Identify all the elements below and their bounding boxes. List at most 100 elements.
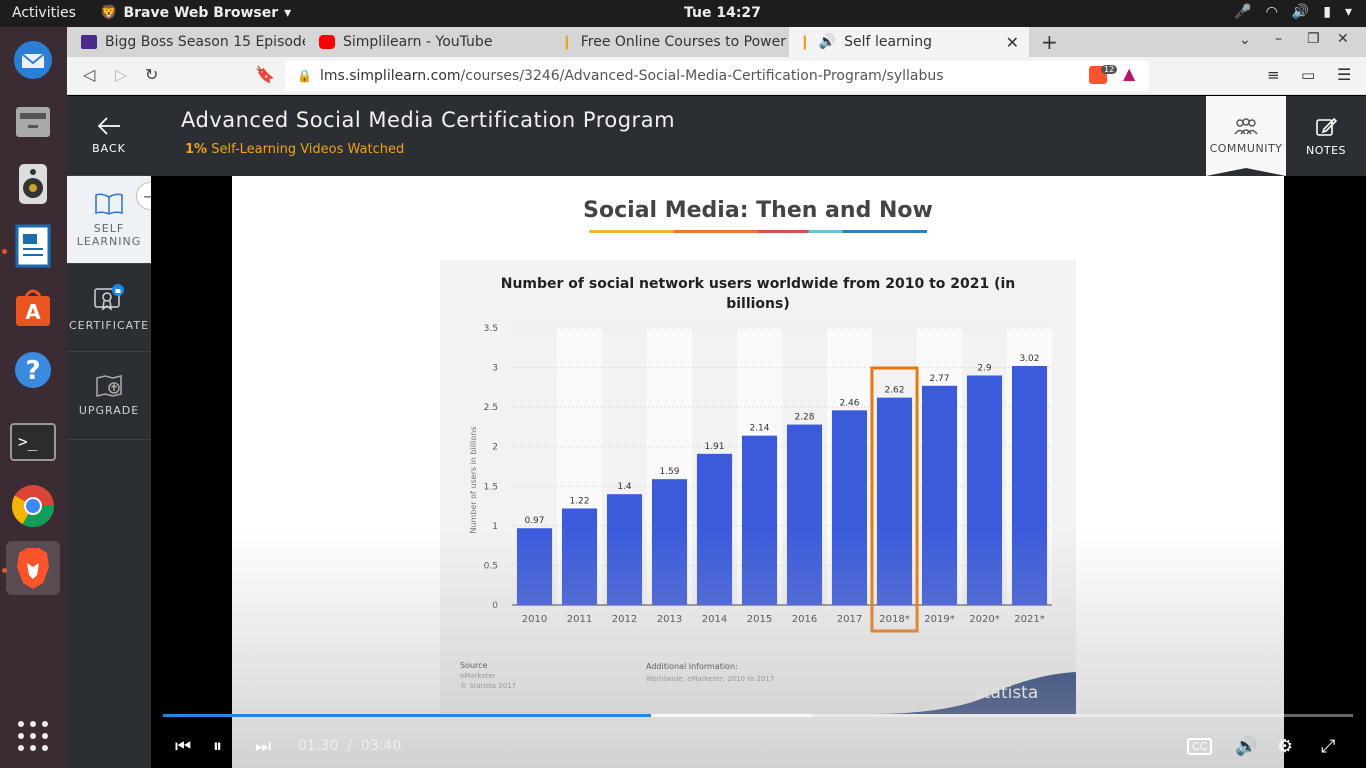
back-arrow-icon[interactable]: ◁ bbox=[83, 65, 96, 84]
self-learning-label: SELF LEARNING bbox=[77, 222, 141, 248]
tab-label: Free Online Courses to Power bbox=[580, 34, 786, 50]
tab-self-learning[interactable]: ❙ 🔊 Self learning ✕ bbox=[789, 27, 1029, 57]
community-button[interactable]: COMMUNITY bbox=[1206, 96, 1286, 176]
audio-playing-icon[interactable]: 🔊 bbox=[818, 34, 837, 50]
next-icon[interactable]: ⏭ bbox=[255, 736, 272, 757]
source-line1: eMarketer bbox=[460, 672, 496, 680]
activities-button[interactable]: Activities bbox=[12, 5, 76, 21]
chrome-icon[interactable] bbox=[6, 479, 60, 533]
pause-icon[interactable]: ⏸ bbox=[213, 736, 222, 757]
seek-bar[interactable] bbox=[163, 714, 1353, 717]
brave-rewards-icon[interactable]: ▲ bbox=[1123, 64, 1136, 83]
course-header: Advanced Social Media Certification Prog… bbox=[67, 96, 1366, 176]
video-player[interactable]: Social Media: Then and Now Number of soc… bbox=[151, 176, 1366, 768]
back-button[interactable]: BACK bbox=[67, 96, 151, 176]
maximize-button[interactable]: ❐ bbox=[1307, 31, 1320, 47]
community-label: COMMUNITY bbox=[1209, 141, 1283, 155]
tab-simplilearn-youtube[interactable]: Simplilearn - YouTube bbox=[309, 27, 547, 57]
y-tick-label: 0.5 bbox=[484, 561, 498, 571]
tab-free-online-courses[interactable]: ❙ Free Online Courses to Power bbox=[551, 27, 787, 57]
certificate-lock-icon bbox=[94, 284, 124, 311]
volume-icon[interactable]: 🔊 bbox=[1235, 736, 1258, 757]
progress-percent: 1% bbox=[185, 142, 208, 157]
certificate-label: CERTIFICATE bbox=[68, 319, 150, 332]
wifi-icon[interactable]: ◠ bbox=[1265, 4, 1278, 20]
chevron-down-icon[interactable]: ▾ bbox=[1344, 4, 1352, 20]
data-label: 2.28 bbox=[794, 413, 814, 423]
video-slide: Social Media: Then and Now Number of soc… bbox=[232, 176, 1284, 768]
forward-arrow-icon[interactable]: ▷ bbox=[115, 65, 128, 84]
progress-status: 1% Self-Learning Videos Watched bbox=[185, 142, 404, 157]
player-controls: ⏮ ⏸ ⏭ 01:30 / 03:40 CC 🔊 ⚙ ⤢ bbox=[151, 712, 1366, 768]
brave-icon[interactable] bbox=[6, 541, 60, 595]
battery-icon[interactable]: ▮ bbox=[1323, 4, 1331, 20]
clock[interactable]: Tue 14:27 bbox=[684, 5, 761, 21]
speaker-app-icon[interactable] bbox=[6, 157, 60, 211]
data-label: 2.46 bbox=[839, 398, 859, 408]
captions-button[interactable]: CC bbox=[1187, 738, 1213, 755]
bookmark-icon[interactable]: 🔖 bbox=[255, 65, 275, 84]
youtube-icon bbox=[319, 35, 335, 49]
sidebar-item-upgrade[interactable]: UPGRADE bbox=[67, 352, 151, 440]
y-tick-label: 0 bbox=[492, 601, 498, 611]
statista-wave bbox=[870, 672, 1076, 714]
system-top-bar: Activities 🦁 Brave Web Browser ▾ Tue 14:… bbox=[0, 0, 1366, 27]
duration: 03:40 bbox=[360, 738, 402, 754]
software-store-icon[interactable]: A bbox=[6, 281, 60, 335]
help-icon[interactable]: ? bbox=[6, 343, 60, 397]
app-name: Brave Web Browser bbox=[123, 5, 279, 21]
url-field[interactable]: 🔒 lms.simplilearn.com/courses/3246/Advan… bbox=[285, 61, 1149, 91]
tab-list-chevron-icon[interactable]: ⌄ bbox=[1239, 32, 1251, 48]
minimize-button[interactable]: – bbox=[1275, 31, 1282, 47]
x-tick-label: 2014 bbox=[702, 614, 727, 625]
dock: A ? >_ bbox=[0, 27, 67, 768]
playlist-icon[interactable]: ≡ bbox=[1267, 66, 1280, 84]
microphone-icon[interactable]: 🎤 bbox=[1234, 4, 1252, 20]
menu-icon[interactable]: ☰ bbox=[1337, 65, 1352, 84]
bar-2010 bbox=[516, 528, 553, 605]
chart-title-line2: billions) bbox=[726, 296, 790, 312]
wallet-icon[interactable]: ▭ bbox=[1301, 66, 1316, 84]
statista-logo: statista bbox=[975, 683, 1038, 703]
previous-icon[interactable]: ⏮ bbox=[175, 736, 192, 757]
volume-icon[interactable]: 🔊 bbox=[1291, 4, 1310, 20]
info-text: Worldwide; eMarketer; 2010 to 2017 bbox=[646, 675, 774, 683]
tab-label: Bigg Boss Season 15 Episode bbox=[105, 34, 305, 50]
heading-underline bbox=[589, 230, 927, 233]
x-tick-label: 2016 bbox=[792, 614, 817, 625]
simplilearn-icon: ❙ bbox=[561, 34, 573, 50]
system-tray[interactable]: 🎤 ◠ 🔊 ▮ ▾ bbox=[1234, 4, 1352, 20]
y-tick-label: 3 bbox=[492, 364, 498, 374]
tab-label: Simplilearn - YouTube bbox=[343, 34, 493, 50]
notes-label: NOTES bbox=[1305, 143, 1347, 157]
notes-button[interactable]: NOTES bbox=[1286, 96, 1366, 176]
voot-icon bbox=[81, 35, 97, 49]
thunderbird-icon[interactable] bbox=[6, 33, 60, 87]
tab-bigg-boss[interactable]: Bigg Boss Season 15 Episode bbox=[71, 27, 305, 57]
self-learning-label-line2: LEARNING bbox=[76, 234, 142, 248]
app-menu[interactable]: 🦁 Brave Web Browser ▾ bbox=[100, 5, 291, 21]
new-tab-button[interactable]: + bbox=[1041, 30, 1058, 54]
x-tick-label: 2021* bbox=[1014, 614, 1044, 625]
brave-lion-icon: 🦁 bbox=[100, 5, 118, 21]
show-applications-icon[interactable] bbox=[6, 709, 60, 763]
fullscreen-icon[interactable]: ⤢ bbox=[1321, 736, 1336, 757]
arrow-left-icon bbox=[97, 117, 120, 135]
sidebar-item-certificate[interactable]: CERTIFICATE bbox=[67, 264, 151, 352]
bar-2012 bbox=[606, 494, 643, 605]
terminal-icon[interactable]: >_ bbox=[6, 415, 60, 469]
address-bar: ◁ ▷ ↻ 🔖 🔒 lms.simplilearn.com/courses/32… bbox=[67, 57, 1366, 95]
writer-document-icon[interactable] bbox=[6, 219, 60, 273]
y-tick-label: 2 bbox=[492, 443, 498, 453]
y-axis-label: Number of users in billions bbox=[469, 426, 478, 533]
running-indicator bbox=[2, 568, 7, 573]
files-icon[interactable] bbox=[6, 95, 60, 149]
close-icon[interactable]: ✕ bbox=[1005, 32, 1019, 52]
settings-gear-icon[interactable]: ⚙ bbox=[1277, 736, 1294, 757]
community-icon bbox=[1234, 117, 1258, 134]
x-tick-label: 2012 bbox=[612, 614, 637, 625]
time-display: 01:30 / 03:40 bbox=[298, 738, 401, 754]
close-window-button[interactable]: ✕ bbox=[1337, 31, 1349, 47]
reload-icon[interactable]: ↻ bbox=[145, 65, 159, 84]
x-tick-label: 2015 bbox=[747, 614, 772, 625]
